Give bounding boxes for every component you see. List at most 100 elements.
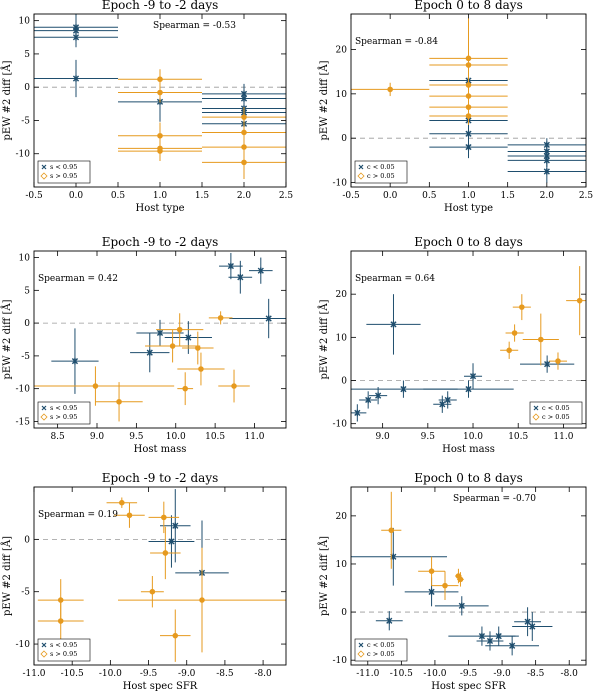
spearman-annotation: Spearman = -0.53	[153, 21, 236, 31]
y-tick-label: 5	[24, 286, 30, 296]
data-point-diamond	[182, 385, 188, 392]
x-tick-label: 9.0	[90, 432, 105, 442]
y-tick-label: 20	[336, 45, 348, 55]
x-tick-label: -11.0	[356, 669, 379, 679]
legend-label: c < 0.05	[367, 163, 395, 171]
x-tick-label: 0.5	[422, 191, 437, 201]
panel-p2: Epoch 0 to 8 days Host type pEW #2 diff [Å…	[318, 0, 593, 214]
data-point-diamond	[195, 345, 201, 351]
data-point-diamond	[149, 588, 156, 595]
x-tick-label: 9.5	[129, 432, 144, 442]
data-point-diamond	[538, 336, 544, 343]
legend-marker-star	[358, 642, 364, 648]
x-tick-label: -10.0	[423, 669, 446, 679]
data-point-star	[265, 315, 272, 322]
y-axis-label: pEW #2 diff [Å]	[1, 536, 13, 616]
y-tick-label: -10	[16, 150, 31, 160]
y-tick-label: -10	[16, 640, 31, 650]
data-point-star	[365, 396, 372, 404]
y-tick-label: 10	[336, 90, 348, 100]
legend: c < 0.05c > 0.05	[354, 160, 408, 184]
panel-p3: Epoch -9 to -2 days Host mass pEW #2 diff …	[1, 235, 287, 455]
data-layer	[34, 252, 286, 422]
x-tick-label: -0.5	[342, 191, 360, 201]
chart-title: Epoch -9 to -2 days	[102, 235, 219, 249]
data-point-star	[465, 385, 472, 393]
legend-label: s > 0.95	[50, 172, 77, 180]
data-point-diamond	[157, 89, 163, 96]
data-point-star	[529, 623, 536, 630]
series-orange	[500, 266, 586, 370]
data-point-diamond	[241, 114, 247, 120]
data-point-diamond	[465, 62, 472, 68]
data-point-star	[257, 267, 264, 274]
y-axis-label: pEW #2 diff [Å]	[318, 536, 330, 616]
x-tick-label: -8.5	[216, 669, 234, 679]
data-point-star	[465, 143, 472, 151]
x-tick-label: 0.0	[383, 191, 398, 201]
data-point-diamond	[519, 304, 525, 310]
x-tick-label: 10.0	[166, 432, 186, 442]
series-blue	[429, 53, 586, 183]
x-tick-label: 1.5	[501, 191, 516, 201]
data-point-star	[495, 632, 502, 640]
legend: s < 0.95s > 0.95	[37, 160, 91, 184]
data-point-star	[400, 385, 407, 393]
x-tick-label: 1.0	[153, 191, 168, 201]
data-point-diamond	[511, 330, 518, 336]
legend-box	[354, 638, 408, 662]
legend: c < 0.05c > 0.05	[354, 638, 408, 662]
plot-frame	[350, 250, 587, 429]
legend-box	[37, 401, 91, 425]
spearman-annotation: Spearman = 0.19	[38, 510, 118, 520]
data-point-diamond	[126, 512, 133, 519]
y-tick-label: 20	[336, 512, 348, 522]
data-layer	[37, 489, 286, 662]
spearman-annotation: Spearman = -0.70	[453, 494, 536, 504]
series-orange	[381, 491, 464, 601]
y-tick-label: -10	[333, 420, 348, 430]
legend-label: c > 0.05	[367, 650, 395, 658]
legend-box	[529, 401, 583, 425]
data-point-diamond	[116, 398, 122, 405]
legend-label: c < 0.05	[367, 641, 395, 649]
panel-p1: Epoch -9 to -2 days Host type pEW #2 diff …	[1, 0, 293, 214]
legend-box	[354, 160, 408, 184]
data-point-star	[185, 334, 192, 341]
y-tick-label: -5	[21, 588, 30, 598]
legend-marker-star	[41, 642, 47, 648]
x-tick-label: 1.0	[461, 191, 476, 201]
data-point-star	[156, 329, 164, 337]
data-point-diamond	[442, 582, 448, 589]
data-point-star	[469, 372, 477, 380]
legend-label: s > 0.95	[50, 650, 77, 658]
series-blue	[148, 489, 229, 626]
legend: c < 0.05c > 0.05	[529, 401, 583, 425]
data-point-star	[465, 130, 472, 137]
x-tick-label: 2.0	[540, 191, 555, 201]
x-tick-label: 2.5	[279, 191, 294, 201]
data-point-diamond	[199, 597, 205, 603]
data-layer	[351, 491, 553, 656]
x-tick-label: 10.0	[463, 432, 483, 442]
y-tick-label: 0	[341, 134, 347, 144]
x-tick-label: 9.5	[421, 432, 436, 442]
data-point-diamond	[241, 159, 247, 166]
x-tick-label: -9.5	[140, 669, 158, 679]
x-tick-label: -9.5	[460, 669, 478, 679]
data-point-diamond	[157, 148, 163, 154]
data-point-diamond	[57, 618, 64, 624]
legend: s < 0.95s > 0.95	[37, 638, 91, 662]
data-point-star	[486, 637, 494, 645]
y-tick-label: 0	[24, 535, 30, 545]
plot-frame	[350, 13, 587, 188]
chart-title: Epoch -9 to -2 days	[102, 0, 219, 12]
data-point-diamond	[231, 383, 237, 389]
plot-frame	[33, 486, 287, 666]
spearman-annotation: Spearman = 0.42	[38, 274, 118, 284]
x-axis-label: Host type	[444, 203, 493, 214]
legend-marker-diamond	[40, 650, 48, 658]
y-tick-label: -10	[16, 385, 31, 395]
y-tick-label: 5	[24, 50, 30, 60]
y-tick-label: 10	[19, 254, 31, 264]
